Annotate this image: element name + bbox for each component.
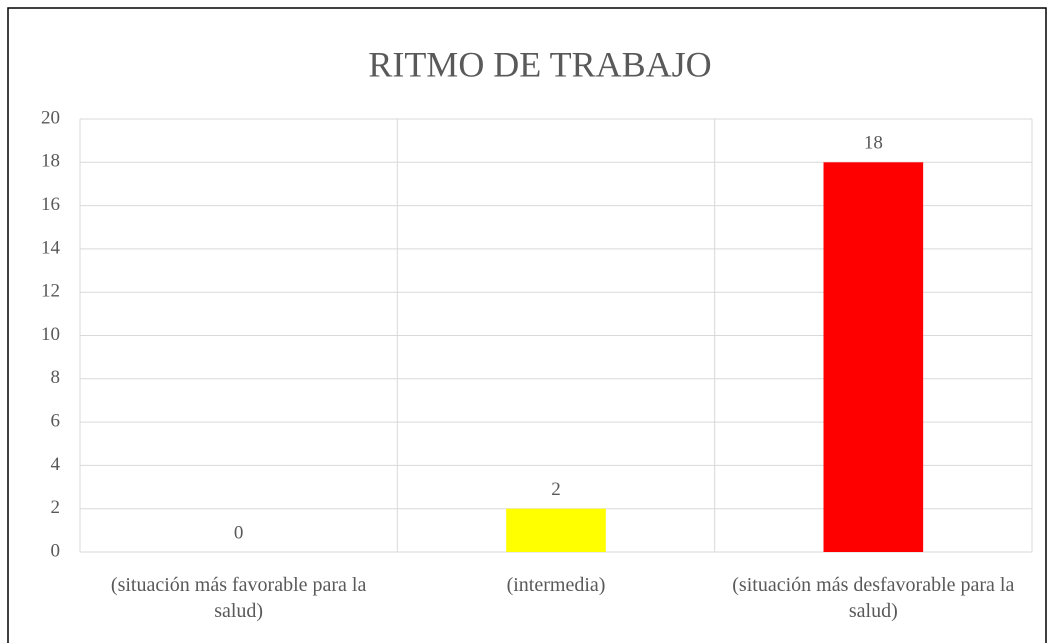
x-tick-label: (intermedia): [506, 574, 606, 596]
y-tick-label: 4: [51, 454, 61, 475]
y-tick-label: 14: [41, 237, 61, 258]
data-label: 18: [864, 133, 883, 154]
y-tick-label: 12: [41, 281, 60, 302]
bar: [506, 508, 606, 552]
data-label: 2: [551, 479, 561, 500]
y-tick-label: 2: [51, 497, 61, 518]
chart-title: RITMO DE TRABAJO: [368, 44, 711, 84]
bar: [823, 162, 924, 553]
y-tick-label: 20: [41, 107, 60, 128]
data-label: 0: [234, 522, 244, 543]
y-tick-label: 16: [41, 194, 60, 215]
x-tick-label: (situación más favorable para la salud): [110, 574, 367, 622]
y-tick-label: 10: [41, 324, 60, 345]
y-tick-label: 8: [51, 367, 61, 388]
y-tick-label: 6: [51, 410, 61, 431]
y-tick-label: 18: [41, 151, 60, 172]
x-tick-label: (situación más desfavorable para la salu…: [732, 574, 1015, 622]
y-tick-label: 0: [51, 540, 61, 561]
